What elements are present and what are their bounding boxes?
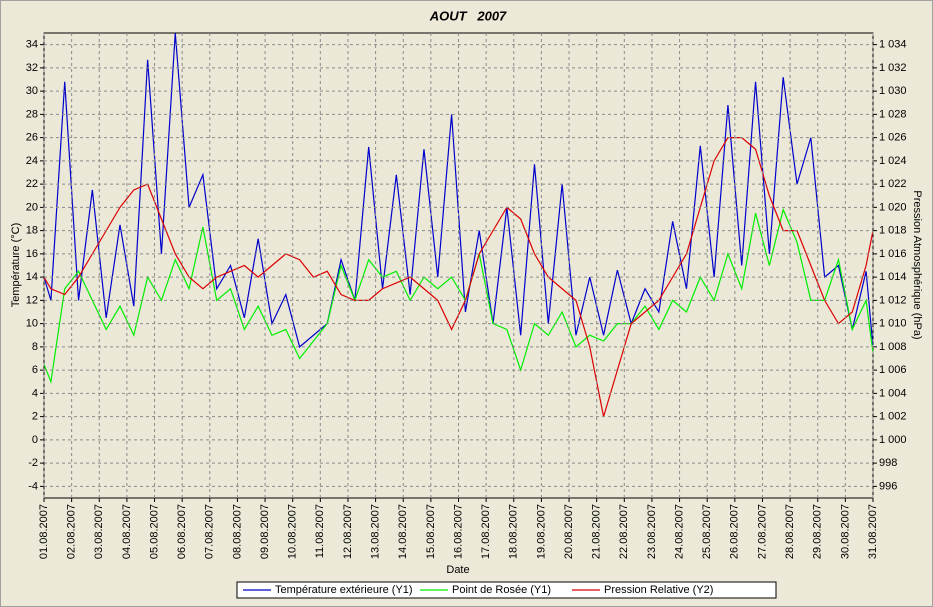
y-tick-label: 14: [26, 271, 38, 283]
x-tick-label: 19.08.2007: [535, 504, 547, 559]
x-tick-label: 23.08.2007: [646, 504, 658, 559]
y2-tick-label: 1 002: [879, 411, 907, 423]
y2-tick-label: 1 030: [879, 85, 907, 97]
x-tick-label: 12.08.2007: [342, 504, 354, 559]
y-tick-label: 26: [26, 132, 38, 144]
x-tick-label: 28.08.2007: [784, 504, 796, 559]
y-tick-label: 30: [26, 85, 38, 97]
y-tick-label: 6: [32, 364, 38, 376]
x-tick-label: 03.08.2007: [93, 504, 105, 559]
y-tick-label: 20: [26, 201, 38, 213]
x-tick-label: 13.08.2007: [370, 504, 382, 559]
plot-area: [43, 32, 874, 499]
x-tick-label: 22.08.2007: [618, 504, 630, 559]
y-tick-label: 2: [32, 411, 38, 423]
series-line: [43, 207, 874, 385]
legend-label: Point de Rosée (Y1): [452, 584, 551, 596]
x-tick-label: 18.08.2007: [508, 504, 520, 559]
y2-tick-label: 1 018: [879, 225, 907, 237]
y2-tick-label: 1 022: [879, 178, 907, 190]
x-tick-label: 15.08.2007: [425, 504, 437, 559]
x-tick-label: 01.08.2007: [38, 504, 50, 559]
y2-axis-label: Pression Atmosphérique (hPa): [911, 190, 923, 339]
x-tick-label: 09.08.2007: [259, 504, 271, 559]
y2-tick-label: 1 014: [879, 271, 907, 283]
y2-tick-label: 1 016: [879, 248, 907, 260]
x-tick-label: 11.08.2007: [314, 504, 326, 558]
x-tick-label: 08.08.2007: [231, 504, 243, 559]
x-tick-label: 07.08.2007: [204, 504, 216, 559]
y2-tick-label: 1 010: [879, 318, 907, 330]
y-tick-label: 24: [26, 155, 38, 167]
chart-title: AOUT 2007: [429, 8, 507, 23]
y-tick-label: 28: [26, 108, 38, 120]
y2-tick-label: 1 020: [879, 201, 907, 213]
x-tick-label: 20.08.2007: [563, 504, 575, 559]
y2-tick-label: 1 008: [879, 341, 907, 353]
x-tick-label: 27.08.2007: [756, 504, 768, 559]
x-tick-label: 16.08.2007: [452, 504, 464, 559]
y-tick-label: 8: [32, 341, 38, 353]
y-tick-label: 0: [32, 434, 38, 446]
x-tick-label: 05.08.2007: [148, 504, 160, 559]
y2-tick-label: 1 026: [879, 132, 907, 144]
x-axis-label: Date: [446, 564, 469, 576]
y2-tick-label: 1 006: [879, 364, 907, 376]
x-tick-label: 02.08.2007: [66, 504, 78, 559]
y-tick-label: 16: [26, 248, 38, 260]
y2-tick-label: 1 032: [879, 62, 907, 74]
y-tick-label: -2: [28, 457, 38, 469]
y-tick-label: -4: [28, 480, 38, 492]
x-tick-label: 21.08.2007: [591, 504, 603, 559]
legend: [236, 581, 777, 599]
series-line: [43, 137, 874, 417]
x-tick-label: 29.08.2007: [812, 504, 824, 559]
y2-tick-label: 1 012: [879, 294, 907, 306]
y2-tick-label: 996: [879, 480, 897, 492]
y2-tick-label: 998: [879, 457, 897, 469]
y-tick-label: 22: [26, 178, 38, 190]
y2-tick-label: 1 004: [879, 387, 907, 399]
y-tick-label: 12: [26, 294, 38, 306]
y-tick-label: 4: [32, 387, 38, 399]
y-tick-label: 34: [26, 39, 38, 51]
x-tick-label: 17.08.2007: [480, 504, 492, 559]
legend-label: Température extérieure (Y1): [275, 584, 413, 596]
x-tick-label: 31.08.2007: [867, 504, 879, 559]
y-axis-label: Température (°C): [10, 223, 22, 307]
x-tick-label: 10.08.2007: [287, 504, 299, 559]
x-tick-label: 30.08.2007: [839, 504, 851, 559]
y2-tick-label: 1 000: [879, 434, 907, 446]
y-tick-label: 32: [26, 62, 38, 74]
legend-label: Pression Relative (Y2): [604, 584, 713, 596]
x-tick-label: 26.08.2007: [729, 504, 741, 559]
y-tick-label: 18: [26, 225, 38, 237]
y2-tick-label: 1 034: [879, 39, 907, 51]
y2-tick-label: 1 024: [879, 155, 907, 167]
x-tick-label: 24.08.2007: [673, 504, 685, 559]
y-tick-label: 10: [26, 318, 38, 330]
x-tick-label: 14.08.2007: [397, 504, 409, 559]
x-tick-label: 25.08.2007: [701, 504, 713, 559]
y2-tick-label: 1 028: [879, 108, 907, 120]
x-tick-label: 04.08.2007: [121, 504, 133, 559]
x-tick-label: 06.08.2007: [176, 504, 188, 559]
